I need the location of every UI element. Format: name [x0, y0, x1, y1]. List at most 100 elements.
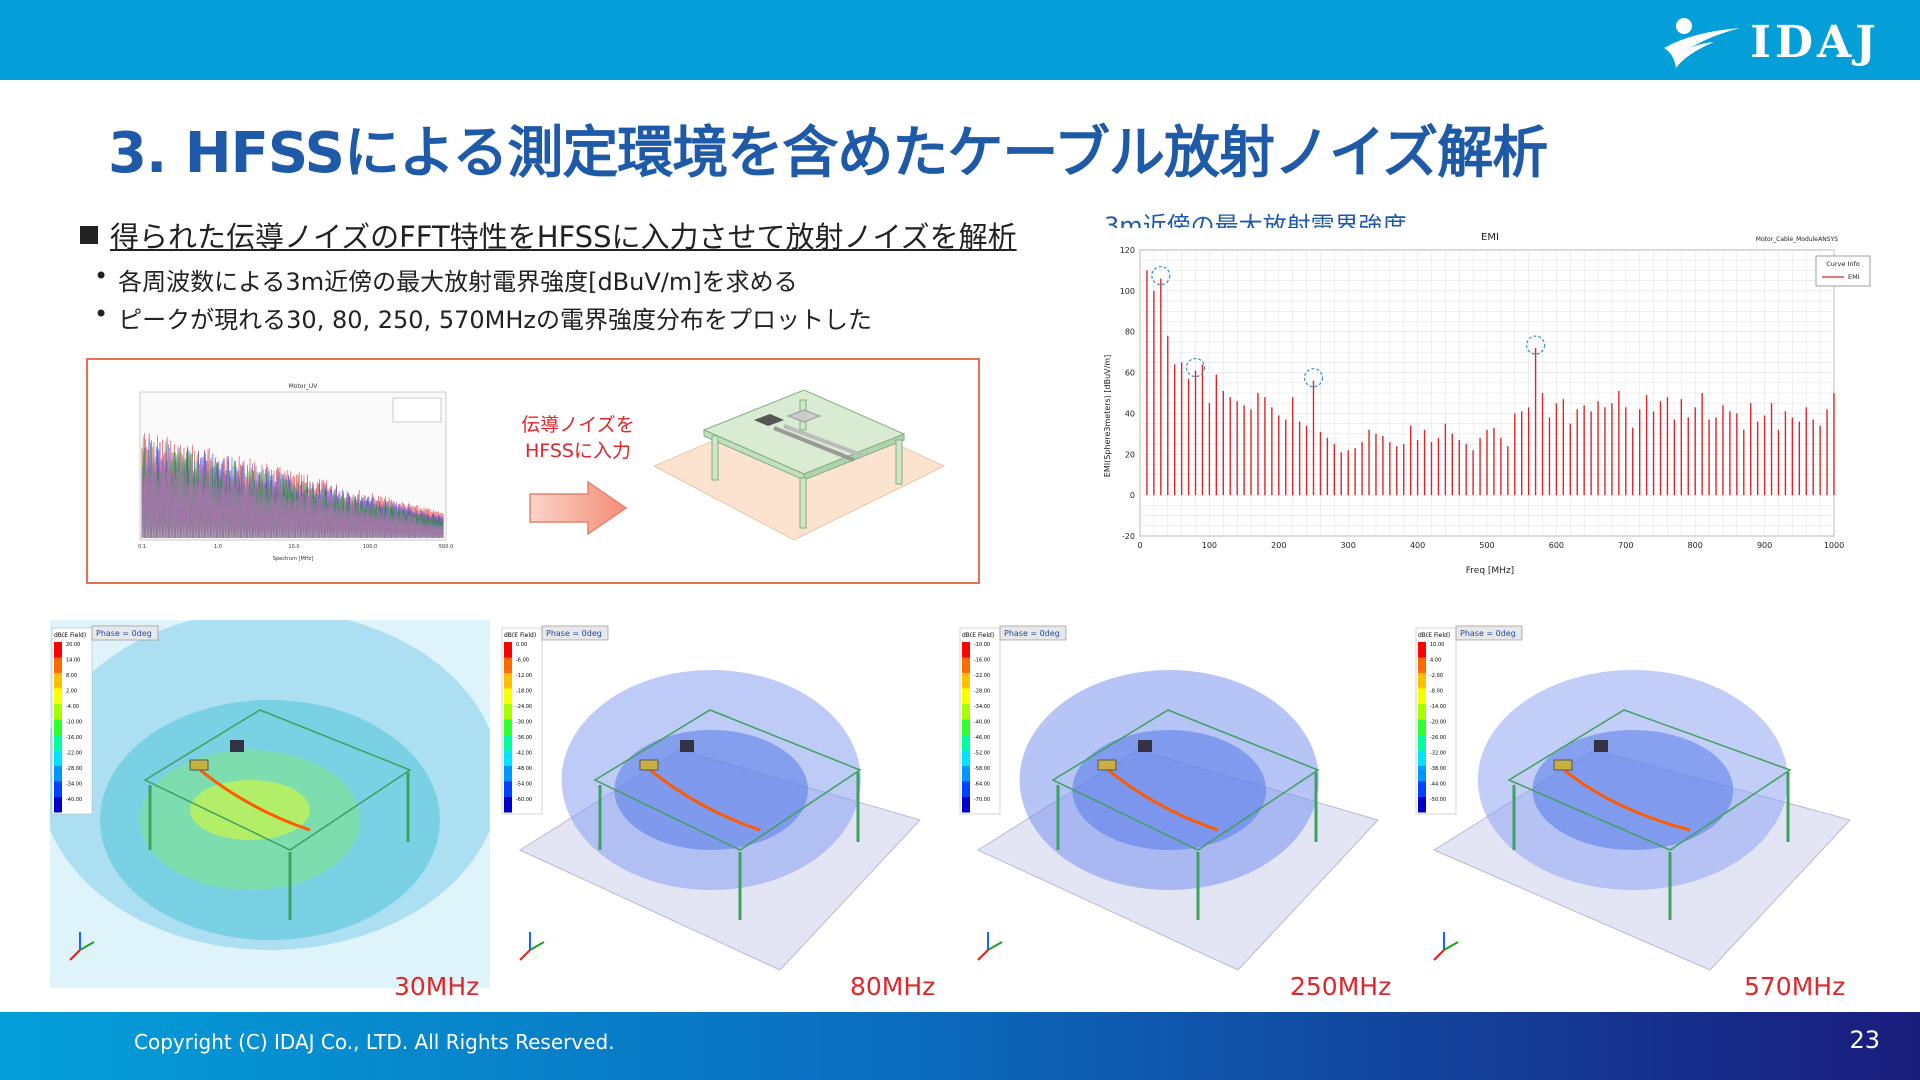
phase-text: Phase = 0deg	[96, 629, 152, 638]
phase-text: Phase = 0deg	[1460, 629, 1516, 638]
noise-spectrum-thumbnail: Motor_UV 0.1 1.0 10.0 100.0 500.0 Spectrum […	[118, 378, 488, 568]
field-legend: dB(E Field) 10.00 4.00 -2.00 -8.00 -14.00 -20.…	[1415, 627, 1457, 815]
square-bullet-icon	[80, 226, 98, 244]
field-panel-1: dB(E Field) 20.00 14.00 8.00 2.00 -4.00 -10.00…	[50, 620, 490, 988]
footer-bar	[0, 1012, 1920, 1080]
small-x-tick: 100.0	[363, 544, 377, 550]
emi-y-tick: 0	[1130, 491, 1135, 500]
field-legend-value: 2.00	[66, 689, 77, 695]
emi-y-tick: 20	[1125, 450, 1135, 459]
field-legend-value: -20.00	[1430, 720, 1446, 726]
small-x-ticks: 0.1 1.0 10.0 100.0 500.0	[138, 544, 453, 550]
field-legend-value: -26.00	[1430, 735, 1446, 741]
emi-chart: EMI Motor_Cable_Module ANSYS 0 100 200 300 4…	[1098, 228, 1888, 580]
bullet-main-text: 得られた伝導ノイズのFFT特性をHFSSに入力させて放射ノイズを解析	[110, 220, 1017, 254]
emi-x-tick: 100	[1202, 541, 1217, 550]
field-legend-value: -36.00	[516, 735, 532, 741]
small-chart-xlabel: Spectrum [MHz]	[273, 556, 313, 562]
flow-box: Motor_UV 0.1 1.0 10.0 100.0 500.0 Spectrum […	[86, 358, 980, 584]
field-legend-value: -40.00	[974, 720, 990, 726]
field-legend-value: -22.00	[66, 751, 82, 757]
field-legend-title: dB(E Field)	[962, 632, 994, 639]
field-legend: dB(E Field) 0.00 -6.00 -12.00 -18.00 -24.00 -3…	[501, 627, 543, 815]
field-legend-value: -6.00	[516, 658, 529, 664]
arrow-label-line-1: 伝導ノイズを	[521, 414, 635, 436]
field-legend-value: 10.00	[1430, 642, 1444, 648]
field-legend-value: 20.00	[66, 642, 80, 648]
field-legend-value: -32.00	[1430, 751, 1446, 757]
field-legend-value: -54.00	[516, 782, 532, 788]
dot-bullet-icon: •	[94, 300, 109, 328]
field-legend-value: -44.00	[1430, 782, 1446, 788]
emi-y-tick: -20	[1122, 532, 1135, 541]
phase-label: Phase = 0deg	[91, 625, 159, 641]
field-legend-value: -18.00	[516, 689, 532, 695]
emi-chart-title: EMI	[1481, 232, 1499, 243]
emi-x-tick: 900	[1757, 541, 1772, 550]
field-legend-value: -2.00	[1430, 673, 1443, 679]
field-legend-value: 0.00	[516, 642, 527, 648]
emi-y-tick: 60	[1125, 369, 1135, 378]
field-legend-value: -24.00	[516, 704, 532, 710]
emi-legend-title: Curve Info	[1826, 260, 1860, 268]
emi-x-tick: 600	[1549, 541, 1564, 550]
field-panel-3: dB(E Field) -10.00 -16.00 -22.00 -28.00 -34.0…	[958, 620, 1398, 988]
emi-brand-mark: ANSYS	[1818, 236, 1838, 243]
field-legend-value: -12.00	[516, 673, 532, 679]
field-panel-2: dB(E Field) 0.00 -6.00 -12.00 -18.00 -24.00 -3…	[500, 620, 940, 988]
peak-marker-icon	[1525, 335, 1546, 355]
small-chart-title: Motor_UV	[289, 383, 319, 390]
small-x-tick: 10.0	[288, 544, 299, 550]
field-legend-title: dB(E Field)	[54, 632, 86, 639]
field-legend-value: 14.00	[66, 658, 80, 664]
field-legend: dB(E Field) 20.00 14.00 8.00 2.00 -4.00 -10.00…	[51, 627, 93, 815]
emi-bars	[1146, 270, 1835, 496]
emi-x-tick: 500	[1479, 541, 1494, 550]
field-legend-value: -46.00	[974, 735, 990, 741]
page-title: 3. HFSSによる測定環境を含めたケーブル放射ノイズ解析	[108, 121, 1548, 186]
arrow-label-line-2: HFSSに入力	[524, 440, 631, 462]
logo: IDAJ	[1662, 14, 1880, 70]
field-plot-4: dB(E Field) 10.00 4.00 -2.00 -8.00 -14.00 -20.…	[1415, 625, 1851, 971]
field-legend: dB(E Field) -10.00 -16.00 -22.00 -28.00 -34.0…	[959, 627, 1001, 815]
field-legend-value: -10.00	[974, 642, 990, 648]
logo-swoosh-icon	[1664, 18, 1741, 68]
field-legend-value: -34.00	[974, 704, 990, 710]
emi-x-tick: 300	[1341, 541, 1356, 550]
emi-corner-label: Motor_Cable_Module	[1756, 236, 1818, 243]
field-legend-value: -40.00	[66, 797, 82, 803]
right-arrow-icon	[529, 480, 628, 536]
emi-x-tick: 200	[1271, 541, 1286, 550]
bullet-sub-2: • ピークが現れる30, 80, 250, 570MHzの電界強度分布をプロットし…	[94, 300, 872, 335]
emi-xlabel: Freq [MHz]	[1466, 566, 1514, 576]
field-legend-value: -16.00	[974, 658, 990, 664]
logo-text: IDAJ	[1750, 16, 1880, 68]
emi-x-tick: 400	[1410, 541, 1425, 550]
phase-label: Phase = 0deg	[999, 625, 1067, 641]
emi-y-tick: 80	[1125, 328, 1135, 337]
peak-marker-icon	[1151, 265, 1171, 286]
phase-text: Phase = 0deg	[1004, 629, 1060, 638]
dot-bullet-icon: •	[94, 262, 109, 290]
field-legend-value: -70.00	[974, 797, 990, 803]
axis-triad-icon	[977, 932, 1003, 961]
axis-triad-icon	[1433, 932, 1459, 961]
emi-legend: Curve Info EMI	[1815, 255, 1871, 287]
emi-grid	[1139, 249, 1835, 537]
field-legend-value: -28.00	[66, 766, 82, 772]
phase-label: Phase = 0deg	[1455, 625, 1523, 641]
emi-ylabel: EMI(Sphere3meters) [dBuV/m]	[1103, 355, 1112, 477]
bullet-sub-1-text: 各周波数による3m近傍の最大放射電界強度[dBuV/m]を求める	[118, 268, 798, 296]
field-legend-value: -50.00	[1430, 797, 1446, 803]
axis-triad-icon	[519, 932, 545, 961]
field-plot-1: dB(E Field) 20.00 14.00 8.00 2.00 -4.00 -10.00…	[50, 620, 490, 988]
emi-y-tick: 120	[1120, 246, 1135, 255]
field-legend-value: -58.00	[974, 766, 990, 772]
panel-2-freq: 80MHz	[850, 972, 936, 1001]
peak-marker-icon	[1303, 368, 1324, 388]
peak-marker-icon	[1185, 357, 1206, 378]
field-legend-value: -42.00	[516, 751, 532, 757]
emi-x-tick: 0	[1137, 541, 1142, 550]
field-legend-value: 8.00	[66, 673, 77, 679]
field-panel-4: dB(E Field) 10.00 4.00 -2.00 -8.00 -14.00 -20.…	[1414, 620, 1870, 988]
